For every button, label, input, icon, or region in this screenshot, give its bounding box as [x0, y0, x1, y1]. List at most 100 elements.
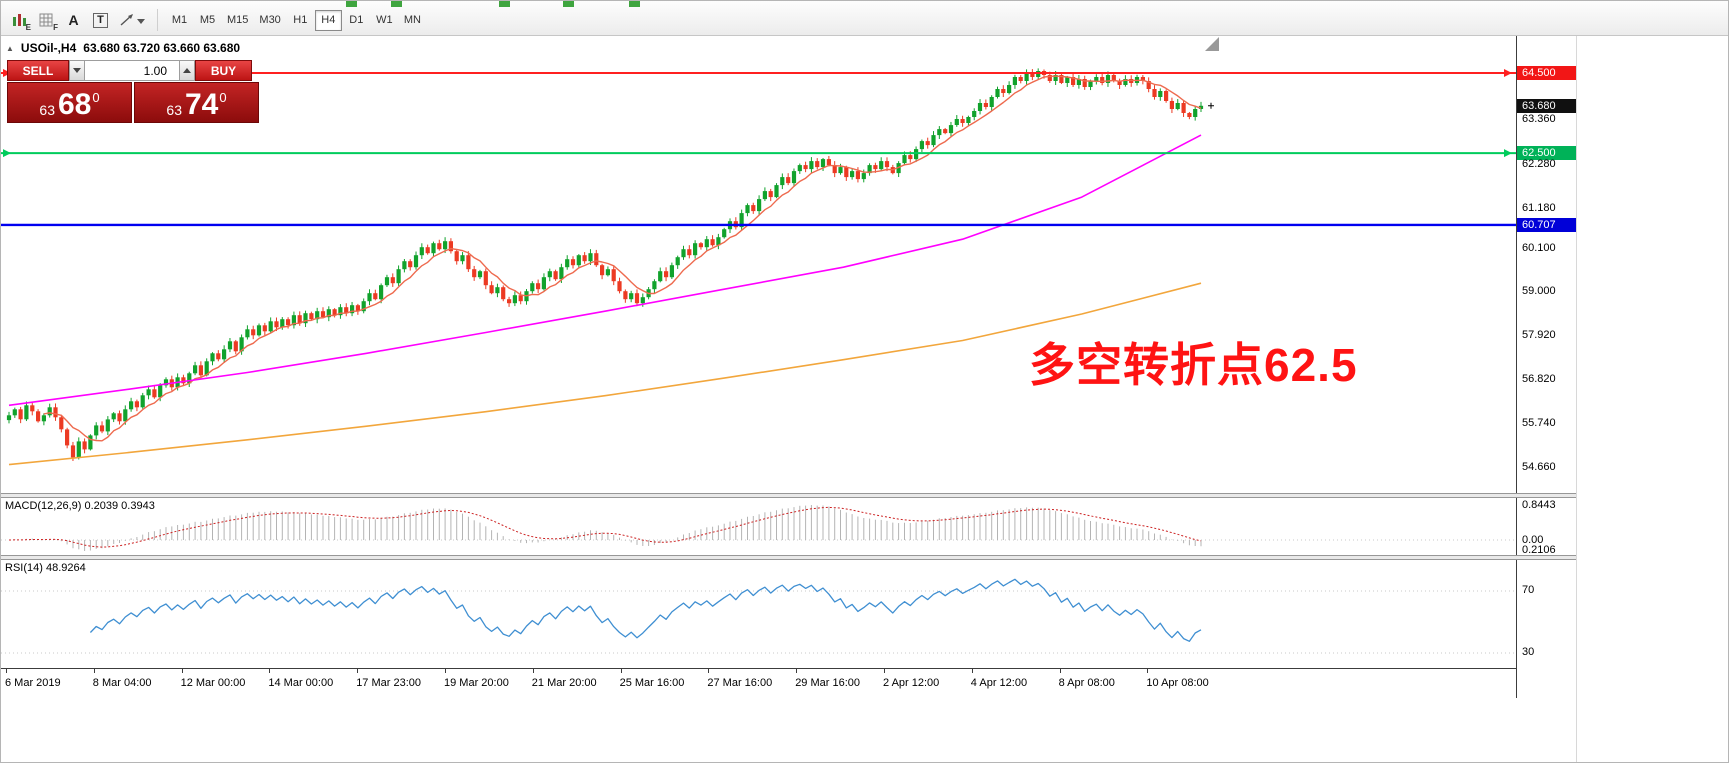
bid-main-digits: 68	[57, 88, 92, 122]
time-axis-tick	[884, 669, 885, 673]
time-axis-label: 12 Mar 00:00	[180, 677, 246, 689]
toolbar-artifact	[391, 1, 402, 7]
volume-input[interactable]	[85, 60, 179, 81]
collapse-panel-icon[interactable]: ▲	[6, 43, 14, 53]
timeframe-w1[interactable]: W1	[371, 10, 398, 31]
toolbar-artifact	[629, 1, 640, 7]
grid-icon	[39, 13, 53, 26]
icon-badge: F	[53, 23, 58, 32]
rsi-axis-70: 70	[1522, 584, 1535, 596]
macd-panel: MACD(12,26,9) 0.2039 0.3943	[1, 498, 1516, 555]
volume-decrement-button[interactable]	[69, 60, 85, 81]
time-axis-label: 17 Mar 23:00	[356, 677, 422, 689]
rsi-axis-30: 30	[1522, 646, 1535, 658]
macd-axis-zero: 0.00	[1522, 534, 1544, 546]
toolbar-artifact	[563, 1, 574, 7]
timeframe-m30[interactable]: M30	[254, 10, 285, 31]
line-studies-dropdown-button[interactable]	[115, 8, 149, 32]
time-axis-label: 27 Mar 16:00	[707, 677, 773, 689]
timeframe-h4[interactable]: H4	[314, 9, 342, 31]
caret-down-icon	[73, 68, 81, 73]
price-tick: 61.180	[1522, 202, 1556, 214]
ask-pip-digit: 0	[219, 90, 227, 105]
chevron-down-icon	[137, 19, 145, 24]
text-label-tool-button[interactable]: A	[61, 8, 86, 32]
price-tick: 56.820	[1522, 373, 1556, 385]
price-chart-canvas[interactable]	[1, 36, 1516, 493]
grid-tool-button[interactable]: F	[34, 8, 59, 32]
time-axis-tick	[708, 669, 710, 673]
icon-badge: E	[25, 23, 31, 32]
time-axis[interactable]: 6 Mar 2019 8 Mar 04:00 12 Mar 00:00 14 Mar …	[1, 668, 1576, 698]
letter-a-icon: A	[68, 12, 79, 28]
time-axis-label: 8 Apr 08:00	[1058, 677, 1115, 689]
time-axis-label: 2 Apr 12:00	[883, 677, 940, 689]
price-tick: 63.360	[1522, 113, 1556, 125]
timeframe-mn[interactable]: MN	[399, 10, 426, 31]
timeframe-m5[interactable]: M5	[194, 10, 221, 31]
text-box-tool-button[interactable]: T	[88, 8, 113, 32]
macd-axis-max: 0.8443	[1522, 499, 1556, 511]
buy-price-tile[interactable]: 63 74 0	[134, 82, 259, 123]
price-tick: 60.100	[1522, 242, 1556, 254]
rsi-panel: RSI(14) 48.9264	[1, 560, 1516, 668]
time-axis-tick	[1147, 669, 1149, 673]
trendline-icon	[120, 14, 145, 26]
time-axis-tick	[181, 669, 183, 673]
bid-integer: 63	[39, 101, 55, 118]
price-tick: 55.740	[1522, 417, 1556, 429]
time-axis-tick	[620, 669, 622, 673]
rsi-chart-canvas[interactable]	[1, 560, 1516, 668]
bar-chart-tool-button[interactable]: E	[7, 8, 32, 32]
panel-splitter[interactable]	[1, 493, 1576, 498]
toolbar-artifact	[499, 1, 510, 7]
ohlc-values: 63.680 63.720 63.660 63.680	[83, 41, 241, 55]
time-axis-tick	[6, 669, 7, 673]
time-axis-label: 10 Apr 08:00	[1146, 677, 1209, 689]
panel-splitter[interactable]	[1, 555, 1576, 560]
price-tick: 62.280	[1522, 158, 1556, 170]
time-axis-tick	[445, 669, 446, 673]
toolbar: E F A T M1 M5 M15 M30 H1 H4 D1 W1 MN	[1, 1, 1728, 36]
level-price-62500: 62.500	[1517, 146, 1577, 160]
sell-button[interactable]: SELL	[7, 60, 69, 81]
timeframe-d1[interactable]: D1	[343, 10, 370, 31]
macd-axis-current: 0.2106	[1522, 544, 1556, 556]
time-axis-label: 4 Apr 12:00	[970, 677, 1028, 689]
rsi-label: RSI(14) 48.9264	[5, 562, 86, 574]
timeframe-m1[interactable]: M1	[166, 10, 193, 31]
chart-quote-header: ▲ USOil-,H4 63.680 63.720 63.660 63.680	[6, 41, 240, 55]
time-axis-tick	[532, 669, 534, 673]
macd-chart-canvas[interactable]	[1, 498, 1516, 555]
main-chart-panel: ▲ USOil-,H4 63.680 63.720 63.660 63.680 …	[1, 36, 1516, 493]
price-tick: 54.660	[1522, 461, 1556, 473]
level-price-60707: 60.707	[1517, 218, 1577, 232]
chart-text-annotation: 多空转折点62.5	[1029, 339, 1358, 391]
toolbar-separator	[157, 9, 158, 31]
price-tick: 57.920	[1522, 329, 1556, 341]
time-axis-tick	[269, 669, 271, 673]
time-axis-tick	[971, 669, 973, 673]
time-axis-label: 14 Mar 00:00	[268, 677, 334, 689]
buy-button[interactable]: BUY	[195, 60, 252, 81]
ask-integer: 63	[166, 101, 182, 118]
time-axis-label: 6 Mar 2019	[5, 677, 61, 689]
macd-label: MACD(12,26,9) 0.2039 0.3943	[5, 500, 155, 512]
time-axis-label: 21 Mar 20:00	[531, 677, 597, 689]
time-axis-label: 25 Mar 16:00	[619, 677, 685, 689]
time-axis-label: 19 Mar 20:00	[444, 677, 509, 689]
timeframe-m15[interactable]: M15	[222, 10, 253, 31]
ask-main-digits: 74	[184, 88, 219, 122]
caret-up-icon	[183, 68, 191, 73]
symbol-timeframe-label: USOil-,H4	[20, 41, 77, 55]
sell-price-tile[interactable]: 63 68 0	[7, 82, 132, 123]
price-tick: 59.000	[1522, 285, 1556, 297]
time-axis-label: 29 Mar 16:00	[795, 677, 861, 689]
volume-increment-button[interactable]	[179, 60, 195, 81]
boxed-t-icon: T	[93, 12, 108, 28]
price-axis[interactable]: 64.500 63.680 63.360 62.500 62.280 61.180 60.7…	[1516, 36, 1577, 698]
timeframe-h1[interactable]: H1	[287, 10, 314, 31]
time-axis-tick	[1059, 669, 1061, 673]
bar-chart-icon	[12, 14, 26, 26]
